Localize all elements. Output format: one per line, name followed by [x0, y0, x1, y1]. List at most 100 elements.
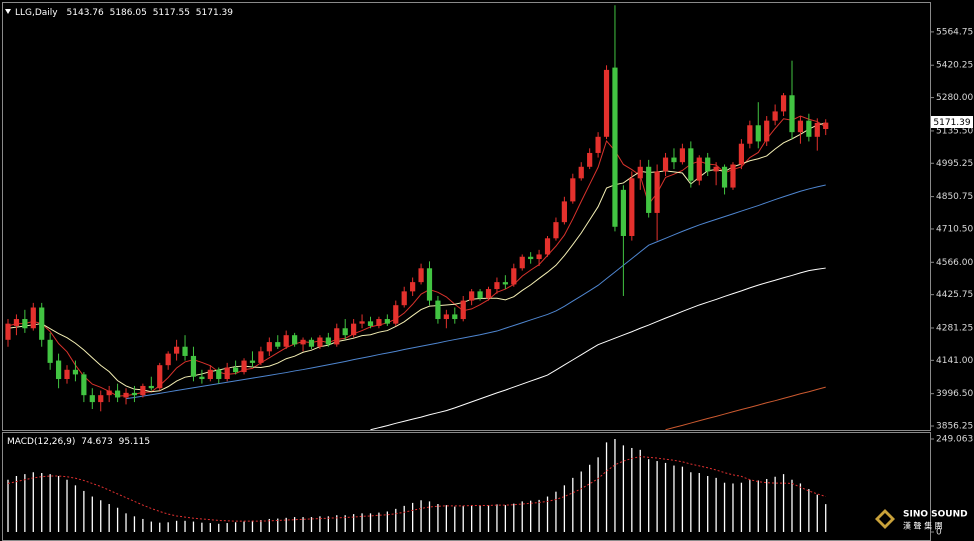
- candle-body: [47, 339, 53, 363]
- candle-body: [797, 120, 804, 133]
- candle-body: [317, 337, 323, 347]
- candle-body: [334, 328, 340, 345]
- last-low: 5117.55: [153, 8, 190, 18]
- candle-body: [140, 385, 146, 396]
- current-price-box: [931, 116, 973, 128]
- candle-body: [190, 355, 197, 377]
- menu-triangle: [5, 9, 11, 14]
- candle-body: [435, 300, 441, 320]
- candle-body: [165, 353, 171, 366]
- candle-body: [266, 342, 272, 352]
- macd-header: MACD(12,26,9) 74.673 95.115: [7, 437, 150, 447]
- candle-body: [679, 148, 685, 163]
- y-tick-label: 4850.75: [936, 192, 973, 202]
- last-high: 5186.05: [110, 8, 147, 18]
- y-tick-label: 4566.00: [936, 258, 973, 268]
- candle-body: [764, 120, 770, 142]
- logo-icon-inner: [879, 513, 891, 525]
- y-tick-label: 5420.25: [936, 61, 973, 71]
- candle-body: [275, 342, 281, 347]
- candle-body: [755, 125, 761, 142]
- candle-body: [207, 369, 213, 380]
- candle-body: [469, 291, 475, 301]
- candle-body: [249, 360, 256, 363]
- candle-body: [98, 395, 104, 403]
- last-open: 5143.76: [67, 8, 104, 18]
- candle-body: [410, 282, 416, 292]
- candle-body: [325, 337, 331, 345]
- candle-body: [81, 374, 87, 396]
- candle-body: [477, 291, 483, 299]
- candle-body: [721, 166, 728, 188]
- candle-body: [536, 254, 542, 260]
- candle-body: [705, 157, 711, 172]
- candle-body: [502, 282, 508, 285]
- candle-body: [443, 314, 449, 320]
- indicator-line: [665, 386, 826, 430]
- candle-body: [544, 238, 551, 255]
- candle-body: [241, 360, 247, 373]
- price-plot: [5, 5, 829, 430]
- candle-body: [730, 164, 736, 188]
- candle-body: [308, 339, 315, 347]
- candle-body: [561, 201, 567, 223]
- y-tick-label: 4141.00: [936, 356, 973, 366]
- candle-body: [519, 256, 525, 269]
- candle-body: [612, 67, 618, 227]
- signal-last: 95.115: [119, 437, 151, 447]
- candle-body: [64, 369, 70, 380]
- candle-body: [376, 319, 382, 326]
- price-header: LLG,Daily 5143.76 5186.05 5117.55 5171.3…: [15, 8, 233, 18]
- candle-body: [696, 157, 702, 181]
- price-panel-frame: [2, 2, 931, 431]
- candle-body: [738, 143, 745, 165]
- candle-body: [460, 300, 466, 320]
- indicator-line: [125, 184, 826, 400]
- candle-body: [494, 282, 500, 290]
- candle-body: [637, 166, 643, 179]
- candle-body: [39, 307, 45, 340]
- y-tick-label: 3856.25: [936, 422, 973, 432]
- candle-body: [342, 328, 348, 336]
- y-tick-label: 0: [936, 528, 942, 538]
- candle-body: [13, 319, 20, 326]
- y-tick-label: 5564.75: [936, 27, 973, 37]
- candle-body: [174, 346, 180, 354]
- candle-body: [123, 392, 129, 398]
- candle-body: [629, 178, 635, 236]
- indicator-line: [370, 267, 826, 430]
- candle-body: [426, 268, 433, 301]
- candle-body: [216, 369, 222, 380]
- candle-body: [283, 335, 289, 347]
- candle-body: [620, 189, 626, 236]
- candle-body: [511, 268, 517, 285]
- candle-body: [570, 178, 576, 202]
- symbol-title: LLG,Daily: [15, 8, 58, 18]
- candle-body: [55, 360, 62, 380]
- candle-body: [646, 166, 652, 213]
- candle-body: [780, 95, 787, 112]
- candle-body: [72, 369, 79, 375]
- candle-body: [351, 323, 357, 336]
- candle-body: [148, 385, 154, 389]
- candle-body: [772, 111, 778, 121]
- candle-body: [224, 367, 230, 380]
- candle-body: [595, 136, 601, 153]
- y-tick-label: 5135.50: [936, 126, 973, 136]
- current-price-label: 5171.39: [933, 118, 970, 128]
- last-close: 5171.39: [196, 8, 233, 18]
- candle-body: [182, 346, 188, 356]
- candle-body: [199, 376, 205, 380]
- candle-body: [359, 321, 365, 324]
- candle-body: [452, 314, 458, 320]
- candle-body: [106, 390, 112, 396]
- candle-body: [384, 319, 390, 324]
- candle-body: [654, 171, 660, 213]
- y-tick-label: 249.063: [936, 434, 973, 444]
- y-tick-label: 4281.25: [936, 323, 973, 333]
- candle-body: [789, 95, 795, 133]
- candle-body: [418, 268, 424, 283]
